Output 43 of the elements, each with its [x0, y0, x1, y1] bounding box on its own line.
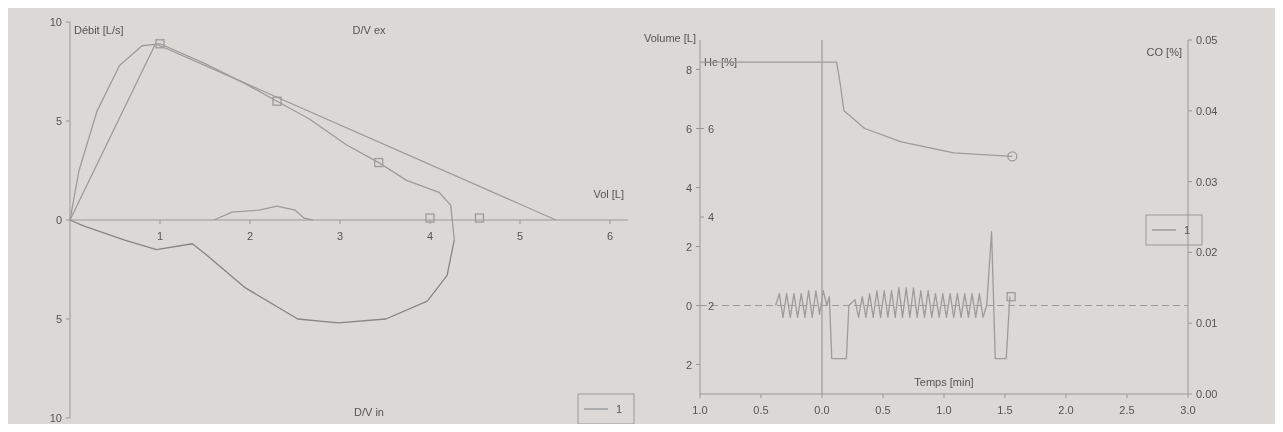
y-tick-label: 2 [685, 358, 692, 371]
y3-tick-label: 0.02 [1196, 246, 1218, 259]
y-axis-title: Volume [L] [644, 32, 696, 44]
y-tick-label: 0 [685, 299, 692, 312]
y2-tick-label: 4 [708, 211, 715, 223]
x-tick-label: 0.5 [875, 404, 891, 416]
y-tick-label: 6 [685, 122, 692, 135]
x-tick-label: 6 [606, 230, 614, 242]
y-tick-label: 2 [685, 240, 692, 253]
x-tick-label: 2.0 [1058, 404, 1074, 416]
x-tick-label: 1 [156, 230, 164, 242]
x-tick-label: 1.0 [936, 404, 952, 416]
y2-axis-title: He [%] [704, 56, 738, 68]
y-axis-title: Débit [L/s] [74, 24, 124, 36]
x-tick-label: 1.0 [692, 404, 708, 416]
y3-tick-label: 0.04 [1196, 104, 1218, 117]
y2-tick-label: 2 [708, 299, 715, 312]
x-tick-label: 3 [336, 230, 344, 242]
x-tick-label: 2.5 [1119, 404, 1135, 416]
y-tick-label: 5 [55, 115, 62, 127]
y3-axis-title: CO [%] [1146, 46, 1182, 58]
x-tick-label: 0.5 [753, 404, 769, 416]
x-tick-label: 0.0 [814, 404, 830, 416]
y2-tick-label: 6 [708, 122, 715, 135]
y-tick-label: 0 [55, 214, 62, 226]
y-tick-label: 5 [55, 313, 62, 325]
y3-tick-label: 0.05 [1196, 34, 1218, 46]
x-axis-title: Vol [L] [593, 188, 624, 200]
y-tick-label: 10 [49, 412, 62, 424]
x-axis-title: Temps [min] [914, 376, 974, 388]
x-tick-label: 4 [426, 230, 434, 242]
y3-tick-label: 0.03 [1196, 175, 1218, 188]
y3-tick-label: 0.00 [1196, 388, 1218, 400]
annotation: D/V in [354, 406, 384, 418]
y-tick-label: 4 [685, 181, 692, 194]
y-tick-label: 10 [49, 16, 62, 28]
x-tick-label: 1.5 [997, 404, 1013, 416]
annotation: D/V ex [352, 24, 386, 36]
x-tick-label: 2 [246, 230, 254, 242]
y3-tick-label: 0.01 [1196, 317, 1218, 330]
x-tick-label: 3.0 [1180, 404, 1196, 416]
x-tick-label: 5 [516, 230, 524, 242]
y-tick-label: 8 [685, 63, 692, 76]
